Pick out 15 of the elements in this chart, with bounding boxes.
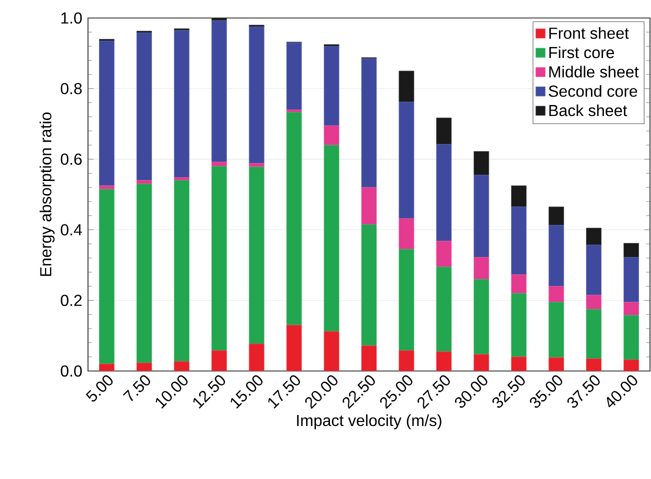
y-tick-label: 0.8 (60, 82, 82, 94)
legend-label: Second core (548, 85, 638, 97)
legend-label: Front sheet (549, 27, 629, 39)
legend-label: Back sheet (549, 104, 628, 116)
legend-label: First core (549, 46, 614, 58)
x-axis-title: Impact velocity (m/s) (297, 414, 442, 430)
y-tick-label: 0.4 (60, 224, 82, 236)
y-tick-label: 0.6 (60, 154, 82, 165)
y-tick-label: 0.2 (60, 294, 82, 306)
y-tick-label: 1.0 (61, 12, 82, 24)
y-axis-title: Energy absorption ratio (40, 112, 55, 276)
legend-label: Middle sheet (549, 66, 639, 78)
x-tick-label: 5.00 (86, 375, 113, 402)
x-tick-label: 7.50 (122, 375, 150, 402)
y-tick-label: 0.0 (60, 365, 82, 377)
